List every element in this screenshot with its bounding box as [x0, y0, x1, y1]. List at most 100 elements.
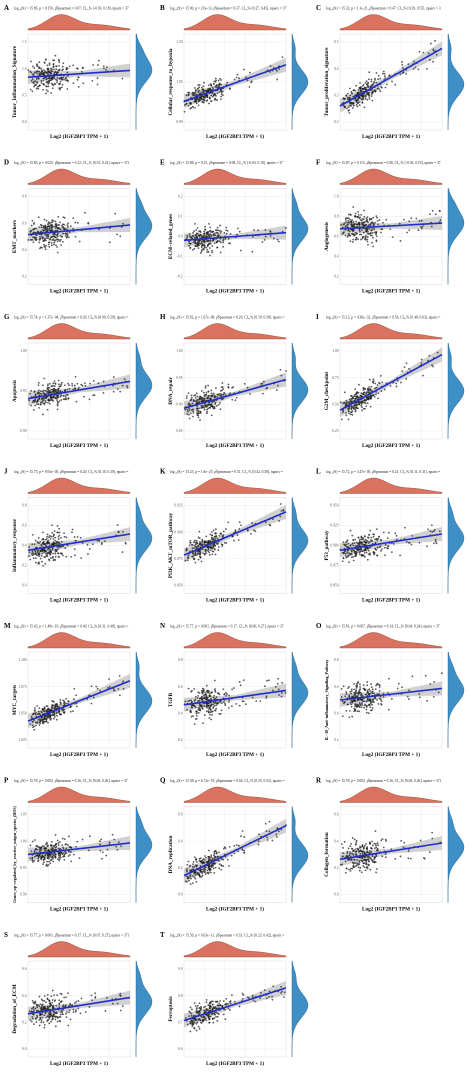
scatter-point [222, 534, 225, 536]
scatter-point [34, 721, 37, 724]
scatter-point [215, 702, 218, 705]
scatter-point [193, 554, 195, 557]
scatter-point [42, 402, 45, 405]
scatter-point [209, 545, 211, 548]
scatter-point [30, 715, 33, 718]
y-tick-label: 1.100 [18, 658, 26, 662]
scatter-point [194, 396, 197, 399]
scatter-point [389, 228, 392, 231]
x-axis-label: Log2 (IGF2BP3 TPM + 1) [50, 442, 108, 449]
scatter-point [213, 543, 215, 545]
scatter-point [195, 712, 198, 715]
scatter-point [339, 401, 342, 404]
scatter-point [282, 508, 285, 511]
scatter-point [194, 241, 197, 244]
scatter-point [58, 545, 61, 548]
x-axis-label: Log2 (IGF2BP3 TPM + 1) [50, 906, 108, 913]
scatter-point [186, 234, 189, 237]
scatter-point [31, 78, 34, 81]
stat-annotation: log₁₀(S) = 15.32, p = 1.1e-21, ρ̂Spearma… [326, 7, 441, 12]
scatter-point [341, 560, 344, 563]
scatter-point [350, 703, 353, 706]
scatter-point [189, 236, 192, 239]
scatter-point [97, 64, 99, 66]
scatter-point [357, 548, 359, 551]
scatter-point [211, 553, 214, 556]
scatter-point [365, 551, 368, 554]
scatter-point [42, 858, 45, 861]
scatter-point [56, 711, 58, 714]
scatter-point [103, 540, 106, 543]
scatter-point [366, 705, 368, 708]
scatter-point [195, 539, 198, 542]
scatter-point [246, 528, 249, 531]
scatter-point [55, 843, 58, 846]
scatter-point [193, 876, 196, 879]
y-tick-label: 1.00 [20, 839, 26, 843]
scatter-point [244, 703, 247, 706]
scatter-point [364, 535, 366, 538]
y-tick-label: 0.1 [178, 215, 183, 219]
scatter-point [358, 702, 361, 704]
scatter-point [380, 538, 382, 541]
scatter-point [378, 381, 380, 384]
scatter-point [49, 708, 52, 711]
scatter-point [359, 683, 361, 686]
scatter-point [32, 726, 34, 729]
scatter-point [210, 703, 213, 706]
scatter-point [395, 538, 398, 541]
scatter-point [403, 366, 406, 369]
scatter-point [214, 709, 217, 712]
scatter-point [63, 535, 66, 538]
scatter-point [33, 391, 36, 393]
scatter-point [197, 247, 200, 250]
scatter-point [211, 714, 213, 716]
scatter-point [367, 84, 369, 87]
scatter-point [59, 699, 62, 701]
scatter-point [50, 557, 52, 559]
scatter-point [369, 698, 371, 700]
scatter-point [37, 87, 40, 90]
scatter-point [212, 701, 215, 704]
scatter-point [207, 548, 210, 551]
scatter-point [369, 529, 372, 532]
scatter-point [45, 227, 48, 230]
scatter-point [370, 385, 373, 388]
scatter-point [71, 384, 74, 387]
scatter-point [62, 395, 65, 397]
scatter-point [358, 223, 361, 226]
scatter-point [212, 233, 215, 236]
regression-line [27, 224, 131, 236]
scatter-point [43, 707, 46, 710]
scatter-point [228, 87, 231, 90]
scatter-point [384, 77, 387, 79]
scatter-point [49, 859, 52, 862]
scatter-point [387, 708, 390, 711]
scatter-point [32, 713, 34, 716]
y-tick-label: 0.90 [176, 403, 182, 407]
scatter-point [276, 78, 279, 81]
scatter-point [378, 219, 381, 221]
scatter-point [35, 227, 37, 230]
scatter-point [201, 88, 204, 91]
scatter-point [73, 548, 76, 551]
scatter-point [44, 226, 47, 229]
scatter-point [366, 218, 368, 221]
scatter-point [203, 705, 206, 707]
panel-letter: Q [160, 777, 166, 785]
scatter-point [420, 358, 423, 361]
scatter-point [52, 535, 55, 538]
scatter-point [207, 239, 210, 242]
scatter-point [243, 382, 246, 385]
y-tick-label: 1.00 [332, 349, 338, 353]
scatter-point [42, 863, 44, 865]
scatter-point [37, 562, 39, 565]
scatter-point [345, 404, 348, 406]
scatter-point [346, 858, 349, 861]
scatter-point [210, 701, 212, 704]
scatter-point [224, 394, 227, 396]
scatter-point [349, 413, 352, 416]
panel-letter: B [160, 4, 165, 12]
scatter-point [367, 537, 370, 539]
